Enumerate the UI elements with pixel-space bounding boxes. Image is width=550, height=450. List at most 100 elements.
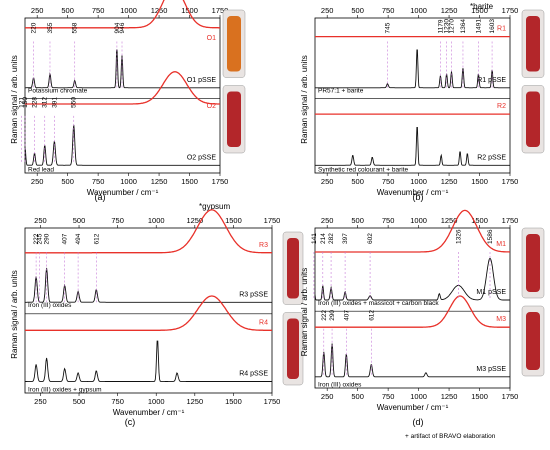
series-label-d-0: M1 [496, 241, 506, 248]
artifact-note: + artifact of BRAVO elaboration [405, 433, 496, 440]
xtick-top-label-a-1750: 1750 [212, 6, 229, 15]
series-line-b-3 [315, 126, 510, 166]
xtick-top-label-c-250: 250 [34, 216, 47, 225]
series-line-b-1 [315, 49, 510, 89]
xtick-label-b-750: 750 [382, 177, 395, 186]
xtick-top-label-d-1750: 1750 [502, 216, 519, 225]
peak-label-d-1326: 1326 [455, 229, 462, 244]
barite-note: *barite [470, 2, 494, 11]
xtick-label-d-1500: 1500 [471, 392, 488, 401]
series-label-a-0: O1 [207, 35, 216, 42]
vial-fill-a-1 [227, 91, 241, 147]
xtick-top-label-c-1750: 1750 [264, 216, 281, 225]
sample-label-a-1: Red lead [28, 166, 54, 173]
sample-label-b-0: PR57:1 + barite [318, 87, 364, 94]
peak-label-d-612: 612 [368, 310, 375, 321]
sample-label-a-0: Potassium chromate [28, 87, 88, 94]
xtick-top-label-c-1250: 1250 [186, 216, 203, 225]
xtick-top-label-a-500: 500 [61, 6, 74, 15]
peak-label-a-558: 558 [72, 22, 79, 33]
xtick-label-d-1750: 1750 [502, 392, 519, 401]
xtick-label-d-500: 500 [351, 392, 364, 401]
peak-label-b-1491: 1491 [475, 19, 482, 34]
series-line-a-2 [25, 71, 220, 105]
xtick-top-label-b-500: 500 [351, 6, 364, 15]
peak-label-b-745: 745 [385, 22, 392, 33]
peak-label-d-407: 407 [343, 310, 350, 321]
sample-label-c-1: Iron (III) oxides + gypsum [28, 386, 102, 393]
plot-frame-d [314, 227, 511, 389]
peak-label-a-220: 220 [31, 22, 38, 33]
xtick-label-b-1750: 1750 [502, 177, 519, 186]
xtick-top-label-d-1000: 1000 [410, 216, 427, 225]
vial-fill-b-0 [526, 16, 540, 72]
series-line-c-0 [25, 209, 272, 254]
xtick-top-label-b-1000: 1000 [410, 6, 427, 15]
xtick-label-c-750: 750 [111, 397, 124, 406]
series-label-c-1: R3 pSSE [239, 291, 268, 298]
xtick-label-c-250: 250 [34, 397, 47, 406]
peak-label-a-150: 150 [22, 97, 29, 108]
peak-label-c-612: 612 [93, 233, 100, 244]
xtick-label-d-250: 250 [321, 392, 334, 401]
xtick-top-label-d-1500: 1500 [471, 216, 488, 225]
series-label-d-1: M1 pSSE [476, 289, 506, 296]
sample-label-d-1: Iron (III) oxides [318, 381, 362, 388]
xtick-top-label-c-750: 750 [111, 216, 124, 225]
peak-label-a-121: 121 [18, 97, 25, 108]
xtick-label-d-1250: 1250 [441, 392, 458, 401]
peak-label-c-290: 290 [44, 233, 51, 244]
xtick-top-label-a-1500: 1500 [181, 6, 198, 15]
ylabel-a: Raman signal / arb. units [10, 55, 19, 144]
xtick-label-a-1750: 1750 [212, 177, 229, 186]
series-label-a-3: O2 pSSE [187, 154, 217, 161]
xtick-label-b-500: 500 [351, 177, 364, 186]
xlabel-d: Wavenumber / cm⁻¹ [377, 403, 449, 412]
peak-label-d-602: 602 [367, 233, 374, 244]
xtick-label-d-1000: 1000 [410, 392, 427, 401]
series-line-c-3 [25, 340, 272, 382]
xtick-label-a-1000: 1000 [120, 177, 137, 186]
xtick-top-label-a-1000: 1000 [120, 6, 137, 15]
panel-caption-b: (b) [413, 192, 424, 202]
xtick-label-b-250: 250 [321, 177, 334, 186]
peak-label-d-222: 222 [321, 310, 328, 321]
xtick-label-a-500: 500 [61, 177, 74, 186]
peak-label-a-355: 355 [47, 22, 54, 33]
series-line-d-2 [315, 295, 510, 328]
peak-label-a-312: 312 [42, 97, 49, 108]
series-label-d-2: M3 [496, 316, 506, 323]
series-line-d-1 [314, 257, 510, 301]
series-line-d-3 [315, 343, 510, 378]
vial-fill-c-0 [287, 238, 299, 299]
xtick-top-label-d-1250: 1250 [441, 216, 458, 225]
vial-fill-a-0 [227, 16, 241, 72]
xtick-label-b-1000: 1000 [410, 177, 427, 186]
xtick-top-label-b-250: 250 [321, 6, 334, 15]
ylabel-c: Raman signal / arb. units [10, 270, 19, 359]
peak-label-d-1586: 1586 [487, 229, 494, 244]
panel-caption-c: (c) [125, 417, 136, 427]
xlabel-a: Wavenumber / cm⁻¹ [87, 188, 159, 197]
xtick-label-b-1500: 1500 [471, 177, 488, 186]
series-line-a-1 [25, 49, 220, 89]
xtick-top-label-d-750: 750 [382, 216, 395, 225]
sample-label-b-1: Synthetic red colourant + barite [318, 166, 409, 173]
series-label-b-0: R1 [497, 26, 506, 33]
ylabel-d: Raman signal / arb. units [300, 268, 309, 357]
series-label-c-0: R3 [259, 242, 268, 249]
vial-fill-b-1 [526, 91, 540, 147]
peak-label-c-407: 407 [62, 233, 69, 244]
plot-frame-b [314, 17, 511, 174]
xtick-label-c-1750: 1750 [264, 397, 281, 406]
series-line-d-0 [315, 209, 510, 253]
peak-label-b-1179: 1179 [437, 19, 444, 33]
series-label-c-3: R4 pSSE [239, 370, 268, 377]
xtick-top-label-c-1000: 1000 [148, 216, 165, 225]
vial-fill-d-0 [526, 234, 540, 292]
vial-fill-c-1 [287, 318, 299, 379]
sample-label-c-0: Iron (III) oxides [28, 302, 72, 309]
xtick-top-label-a-750: 750 [92, 6, 105, 15]
series-line-c-2 [25, 295, 272, 331]
series-label-b-2: R2 [497, 103, 506, 110]
